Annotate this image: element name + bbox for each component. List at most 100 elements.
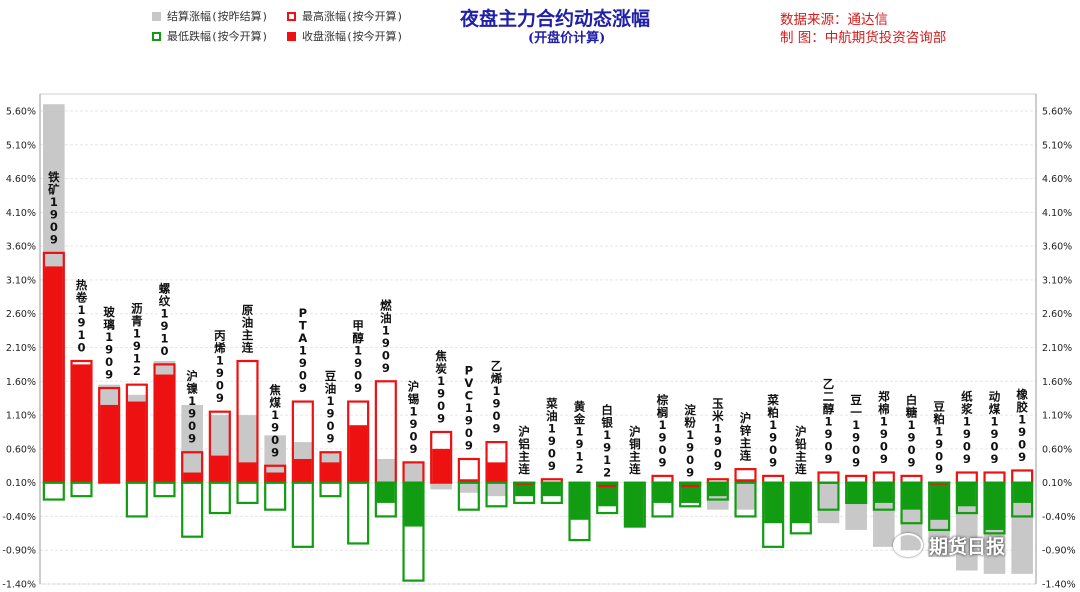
category-label: 沪铅主连 bbox=[795, 425, 807, 477]
category-label: 白银 1 9 1 2 bbox=[601, 403, 613, 480]
low-outline bbox=[845, 481, 868, 505]
category-label: 焦煤 1 9 0 9 bbox=[268, 383, 281, 460]
y-tick-label-right: -0.90% bbox=[1042, 546, 1076, 557]
low-outline bbox=[872, 481, 895, 511]
category-label: 焦炭 1 9 0 9 bbox=[434, 349, 447, 426]
low-outline bbox=[900, 481, 923, 525]
low-outline bbox=[264, 481, 287, 511]
y-tick-label-left: 5.60% bbox=[6, 107, 36, 118]
legend-item-high: 最高涨幅(按今开算) bbox=[287, 8, 403, 24]
chart-subtitle: (开盘价计算) bbox=[528, 31, 606, 46]
low-outline bbox=[568, 481, 591, 542]
close-bar bbox=[432, 448, 451, 483]
low-outline bbox=[955, 481, 978, 515]
y-tick-label-right: 3.10% bbox=[1042, 275, 1072, 286]
high-outline bbox=[457, 457, 480, 484]
y-tick-label-left: 0.10% bbox=[6, 478, 36, 489]
legend-low-label: 最低跌幅(按今开算) bbox=[167, 30, 269, 43]
category-label: 豆一 1 9 0 9 bbox=[850, 393, 862, 470]
close-bar bbox=[72, 364, 91, 483]
y-tick-label-right: 2.60% bbox=[1042, 309, 1072, 320]
close-bar bbox=[155, 374, 174, 483]
y-tick-label-left: 2.10% bbox=[6, 343, 36, 354]
close-bar bbox=[681, 482, 700, 503]
settle-bar bbox=[734, 482, 757, 510]
low-outline bbox=[1011, 481, 1034, 518]
y-tick-label-right: 2.10% bbox=[1042, 343, 1072, 354]
y-tick-label-left: 2.60% bbox=[6, 309, 36, 320]
y-tick-label-right: -0.40% bbox=[1042, 512, 1076, 523]
low-outline bbox=[734, 481, 757, 518]
settle-bar bbox=[181, 404, 203, 483]
legend-high-label: 最高涨幅(按今开算) bbox=[302, 10, 404, 23]
low-outline bbox=[928, 481, 951, 532]
category-label: 菜粕 1 9 0 9 bbox=[766, 393, 779, 470]
close-bars bbox=[44, 266, 1032, 530]
low-outline bbox=[208, 481, 231, 515]
close-bar bbox=[459, 479, 478, 483]
settle-bars bbox=[43, 104, 1033, 574]
category-label: 丙烯 1 9 0 9 bbox=[214, 329, 226, 406]
y-tick-label-left: -0.40% bbox=[2, 512, 36, 523]
y-tick-label-left: 0.60% bbox=[6, 444, 36, 455]
close-swatch-icon bbox=[287, 32, 296, 41]
low-outline bbox=[181, 481, 204, 538]
category-label: 淀粉 1 9 0 9 bbox=[684, 403, 696, 480]
category-label: 沥青 1 9 1 2 bbox=[131, 302, 143, 379]
legend-settle-label: 结算涨幅(按昨结算) bbox=[167, 10, 269, 23]
low-outline bbox=[70, 481, 93, 498]
gridlines bbox=[39, 93, 1037, 585]
low-outline bbox=[706, 481, 729, 501]
y-tick-label-right: -1.40% bbox=[1042, 580, 1076, 591]
category-label: 豆油 1 9 0 9 bbox=[325, 369, 337, 446]
low-outline bbox=[374, 481, 397, 518]
low-outline bbox=[319, 481, 342, 498]
category-label: 螺纹 1 9 1 0 bbox=[159, 281, 171, 358]
close-bar bbox=[515, 482, 534, 497]
close-bar bbox=[44, 266, 63, 483]
category-label: 沪铝主连 bbox=[518, 425, 530, 477]
low-outline bbox=[623, 481, 646, 528]
low-outline bbox=[762, 481, 785, 548]
close-bar bbox=[404, 482, 423, 527]
category-label: 纸浆 1 9 0 9 bbox=[961, 390, 973, 467]
low-swatch-icon bbox=[152, 32, 161, 41]
y-tick-label-right: 1.10% bbox=[1042, 411, 1072, 422]
settle-bar bbox=[485, 482, 508, 497]
close-bar bbox=[570, 482, 589, 520]
category-label: 原油主连 bbox=[242, 303, 254, 355]
watermark-text: 期货日报 bbox=[929, 536, 1006, 558]
y-tick-label-right: 5.60% bbox=[1042, 107, 1072, 118]
close-bar bbox=[985, 482, 1004, 530]
y-tick-label-left: -0.90% bbox=[2, 546, 36, 557]
close-bar bbox=[625, 482, 644, 527]
settle-bar bbox=[264, 435, 286, 483]
settle-bar bbox=[458, 482, 480, 493]
y-tick-label-right: 4.60% bbox=[1042, 174, 1072, 185]
legend-item-low: 最低跌幅(按今开算) bbox=[152, 28, 268, 44]
category-label: 黄金 1 9 1 2 bbox=[573, 400, 586, 477]
high-outline bbox=[955, 471, 978, 484]
close-bar bbox=[127, 401, 146, 483]
close-bar bbox=[902, 482, 921, 510]
close-bar bbox=[736, 479, 755, 483]
close-bar bbox=[210, 455, 229, 483]
data-source: 数据来源：通达信 bbox=[780, 12, 888, 28]
close-bar bbox=[100, 404, 119, 483]
category-label: 玉米 1 9 0 9 bbox=[711, 396, 724, 473]
low-outline bbox=[402, 481, 425, 582]
settle-bar bbox=[375, 458, 397, 483]
y-tick-label-right: 0.60% bbox=[1042, 444, 1072, 455]
category-label: 玻璃 1 9 0 9 bbox=[103, 305, 115, 382]
close-bar bbox=[321, 462, 340, 483]
wechat-icon bbox=[893, 533, 923, 557]
low-outline bbox=[513, 481, 536, 505]
category-label: 沪镍 1 9 0 9 bbox=[186, 369, 198, 446]
y-tick-label-left: 4.10% bbox=[6, 208, 36, 219]
close-bar bbox=[791, 482, 810, 524]
y-tick-label-left: 4.60% bbox=[6, 174, 36, 185]
category-label: 动煤 1 9 0 9 bbox=[989, 390, 1001, 467]
range-outlines bbox=[42, 251, 1034, 582]
